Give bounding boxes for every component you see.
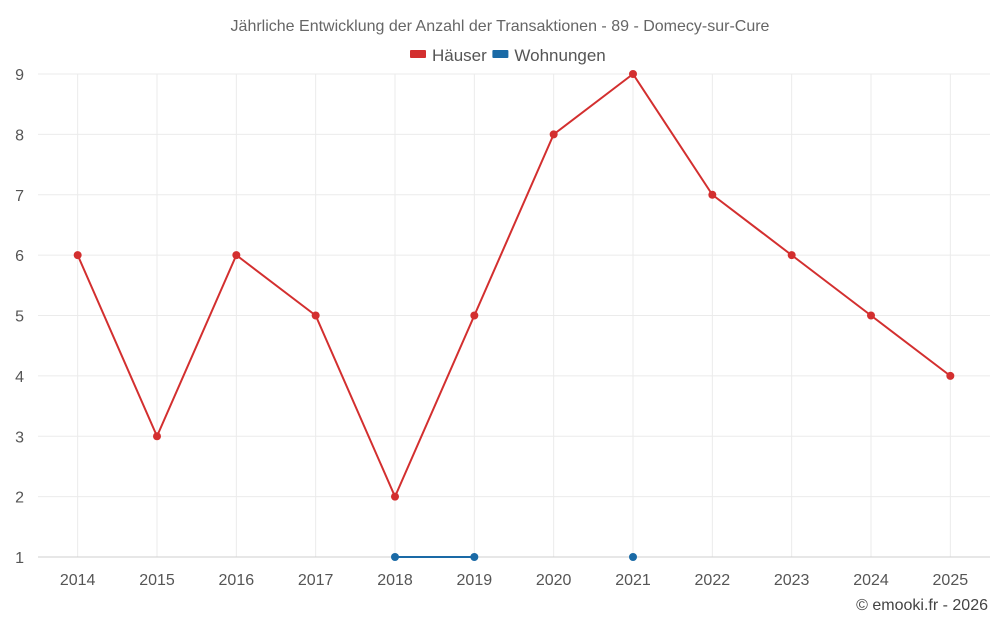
x-tick-label: 2017 [298,572,334,589]
y-tick-label: 6 [15,248,24,265]
data-point [153,432,161,441]
data-point [470,553,479,561]
grid [38,73,990,557]
x-tick-label: 2024 [853,572,889,589]
y-tick-label: 8 [15,127,24,144]
legend-swatch [410,50,426,58]
axes: 1 2 3 4 5 6 7 8 9 2014 2015 2016 2017 2018 2019 2020 202… [15,67,990,589]
y-tick-label: 5 [15,309,24,326]
data-point [391,492,399,501]
legend-item: Wohnungen [492,46,606,65]
data-point [549,130,558,139]
data-point [867,311,875,320]
x-tick-label: 2014 [60,572,96,589]
credit-text: © emooki.fr - 2026 [856,597,988,614]
chart-title: Jährliche Entwicklung der Anzahl der Tra… [231,18,770,35]
x-tick-label: 2020 [536,572,572,589]
x-tick-label: 2021 [615,572,651,589]
data-point [391,553,399,561]
series [73,70,955,561]
series-2 [391,553,637,561]
y-tick-label: 4 [15,369,24,386]
y-tick-label: 3 [15,429,24,446]
data-point [629,70,637,78]
y-tick-label: 2 [15,490,24,507]
data-point [946,371,955,380]
x-tick-label: 2019 [457,572,493,589]
y-tick-label: 1 [15,550,24,567]
series-line [76,73,951,498]
data-point [470,311,479,320]
data-point [232,251,241,260]
legend: Häuser Wohnungen [410,46,606,65]
data-point [708,190,717,199]
legend-label: Wohnungen [514,46,605,65]
series-1 [73,70,955,501]
x-tick-label: 2023 [774,572,810,589]
x-tick-label: 2016 [219,572,255,589]
x-tick-label: 2022 [695,572,731,589]
y-tick-label: 9 [15,67,24,84]
data-point [311,311,320,320]
data-point [629,553,637,561]
data-point [73,251,82,260]
x-tick-label: 2025 [933,572,969,589]
data-point [787,251,796,260]
legend-item: Häuser [410,46,487,65]
y-tick-label: 7 [15,188,24,205]
x-tick-label: 2015 [139,572,175,589]
legend-label: Häuser [432,46,487,65]
legend-swatch [492,50,509,58]
x-tick-label: 2018 [377,572,413,589]
